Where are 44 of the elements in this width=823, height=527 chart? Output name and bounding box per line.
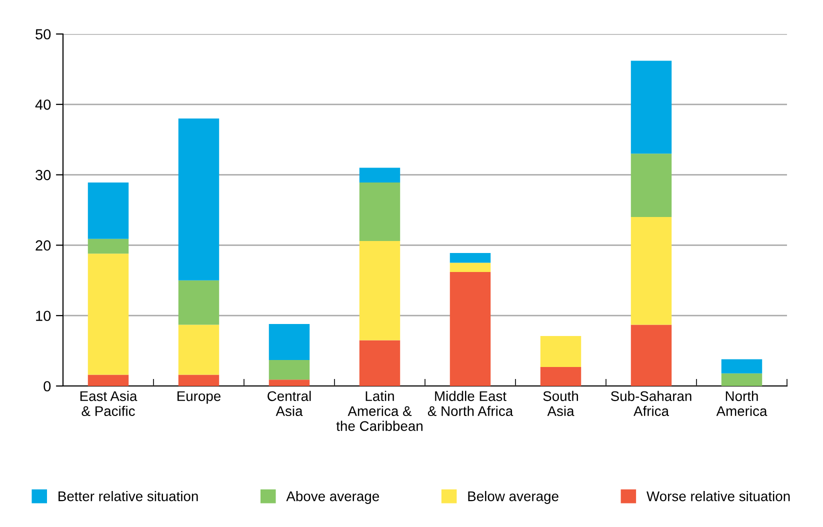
bar [359,340,400,386]
bar [268,380,310,386]
x-tick-label: East Asia & Pacific [80,390,138,416]
x-tick-label: South Asia [543,390,578,416]
bar [268,360,310,380]
bar [268,324,310,360]
bar [450,252,491,263]
bar [359,240,400,340]
y-tick-label: 40 [35,100,51,110]
y-tick-label: 30 [36,170,51,180]
bar [630,60,672,154]
bar [88,254,129,375]
bar [88,182,129,239]
bar [178,374,220,386]
bar [630,217,672,325]
bar [178,324,220,375]
x-tick-label: Middle East & North Africa [428,390,514,416]
y-tick-label: 0 [44,381,51,392]
x-tick-label: North America [716,390,768,416]
y-tick-label: 10 [36,310,51,322]
bar [88,238,129,254]
bar [178,280,220,325]
y-tick-label: 20 [36,240,51,251]
x-tick-label: Latin America & the Caribbean [336,390,422,431]
bar [540,336,582,367]
legend-label: Better relative situation [58,491,198,502]
y-tick-label: 50 [36,29,51,40]
x-tick-label: Europe [178,391,221,404]
bar [178,118,220,280]
legend-label: Above average [286,491,379,504]
bar [721,373,762,386]
bar [88,374,129,386]
bar [450,262,491,272]
bar [359,182,400,241]
bar [359,168,400,183]
bar [540,366,582,386]
legend-label: Worse relative situation [646,491,790,502]
bar [721,359,762,374]
bar [630,324,672,386]
bar [450,272,491,386]
x-tick-label: Central Asia [268,390,311,416]
bar [630,154,672,218]
x-tick-label: Sub-Saharan Africa [610,390,692,416]
legend-label: Below average [468,491,558,504]
